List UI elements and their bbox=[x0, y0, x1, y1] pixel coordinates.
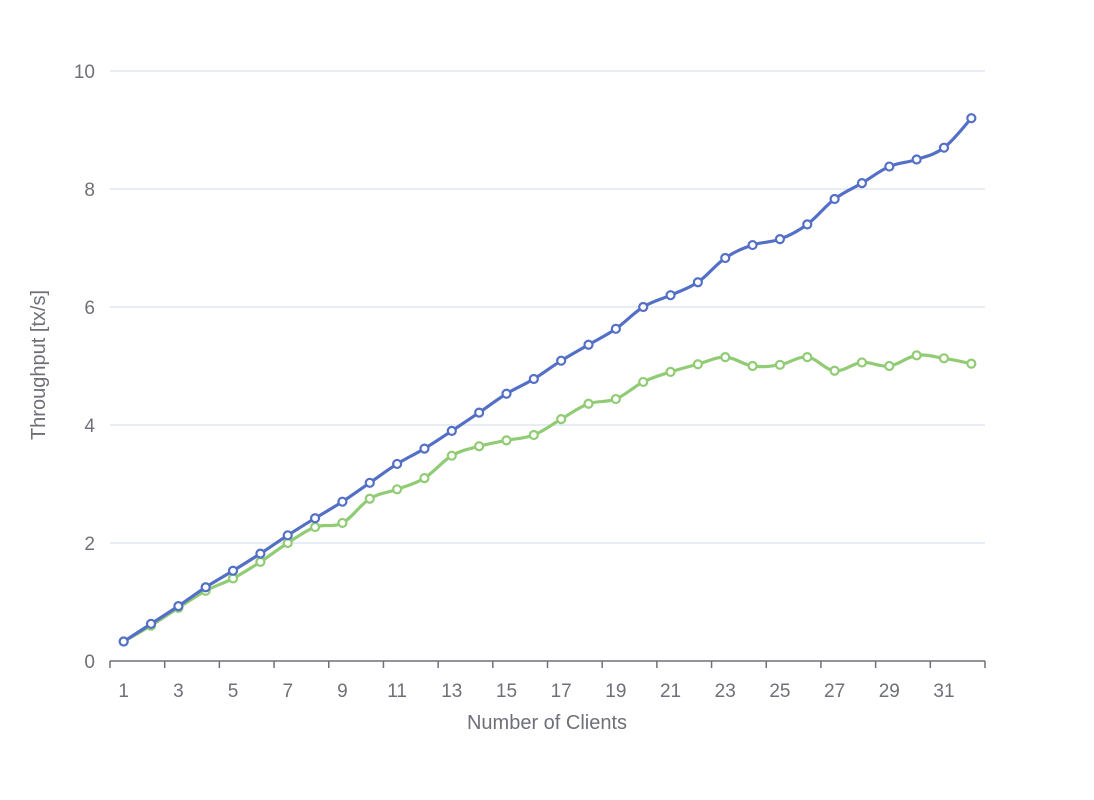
x-axis bbox=[109, 660, 986, 668]
series-1-point[interactable] bbox=[665, 290, 676, 301]
x-tick-label: 29 bbox=[879, 681, 900, 702]
series-2-point[interactable] bbox=[255, 556, 266, 567]
series-2-point[interactable] bbox=[364, 493, 375, 504]
series-1-point[interactable] bbox=[474, 407, 485, 418]
series-2-point[interactable] bbox=[720, 352, 731, 363]
series-2 bbox=[118, 350, 977, 647]
series-1-point[interactable] bbox=[145, 618, 157, 629]
series-1-point[interactable] bbox=[282, 530, 293, 541]
series-1-point[interactable] bbox=[774, 234, 786, 245]
series-2-point[interactable] bbox=[610, 393, 621, 405]
series-1-point[interactable] bbox=[309, 513, 321, 524]
x-axis-tick-labels: 1 3 5 7 9 11 13 15 17 19 21 23 25 27 29 31 bbox=[118, 681, 954, 702]
y-axis-tick-labels: 0 2 4 6 8 10 bbox=[74, 62, 96, 673]
series-2-point[interactable] bbox=[774, 359, 786, 370]
x-tick-label: 5 bbox=[228, 681, 239, 702]
x-tick-label: 1 bbox=[118, 681, 129, 702]
series-1-point[interactable] bbox=[966, 113, 977, 124]
y-tick-label: 8 bbox=[84, 180, 95, 201]
series-1-point[interactable] bbox=[802, 219, 813, 230]
series-1-point[interactable] bbox=[528, 373, 539, 385]
y-tick-label: 6 bbox=[84, 298, 95, 319]
series-1-point[interactable] bbox=[446, 425, 457, 436]
series-2-point[interactable] bbox=[938, 353, 950, 364]
y-tick-label: 10 bbox=[74, 62, 95, 83]
series-1-point[interactable] bbox=[118, 636, 129, 647]
y-axis-title: Throughput [tx/s] bbox=[28, 290, 50, 440]
x-tick-label: 13 bbox=[441, 681, 462, 702]
series-1-point[interactable] bbox=[501, 388, 512, 399]
series-2-point[interactable] bbox=[309, 521, 321, 533]
y-tick-label: 2 bbox=[84, 534, 95, 555]
series-2-point[interactable] bbox=[583, 398, 594, 409]
series-2-point[interactable] bbox=[802, 352, 813, 363]
series-1-point[interactable] bbox=[856, 178, 868, 189]
series-2-point[interactable] bbox=[474, 441, 485, 452]
x-tick-label: 7 bbox=[282, 681, 293, 702]
x-tick-label: 15 bbox=[496, 681, 517, 702]
x-tick-label: 23 bbox=[715, 681, 736, 702]
series-layer bbox=[118, 113, 977, 647]
series-1-point[interactable] bbox=[583, 339, 594, 350]
x-tick-label: 25 bbox=[769, 681, 790, 702]
series-1-point[interactable] bbox=[556, 355, 567, 366]
grid-lines bbox=[110, 70, 985, 544]
series-2-point[interactable] bbox=[337, 517, 348, 529]
x-tick-label: 11 bbox=[387, 681, 407, 702]
y-tick-label: 0 bbox=[84, 652, 95, 673]
series-2-line bbox=[122, 353, 973, 644]
x-tick-label: 31 bbox=[933, 681, 954, 702]
x-tick-label: 17 bbox=[551, 681, 572, 702]
series-2-point[interactable] bbox=[638, 376, 649, 388]
series-1-point[interactable] bbox=[638, 301, 649, 313]
series-1-point[interactable] bbox=[364, 477, 375, 488]
series-2-point[interactable] bbox=[419, 473, 430, 484]
series-1-point[interactable] bbox=[173, 601, 184, 612]
series-2-point[interactable] bbox=[747, 360, 758, 372]
series-1-point[interactable] bbox=[884, 161, 895, 172]
series-1-point[interactable] bbox=[200, 582, 211, 593]
series-1-point[interactable] bbox=[419, 443, 430, 454]
series-2-point[interactable] bbox=[501, 435, 512, 446]
series-1-point[interactable] bbox=[610, 323, 621, 334]
series-2-point[interactable] bbox=[392, 484, 403, 495]
series-1-point[interactable] bbox=[392, 458, 403, 470]
series-2-point[interactable] bbox=[966, 358, 977, 369]
series-1-point[interactable] bbox=[255, 548, 266, 559]
x-tick-label: 21 bbox=[660, 681, 681, 702]
x-tick-label: 9 bbox=[337, 681, 348, 702]
series-2-point[interactable] bbox=[829, 365, 840, 376]
series-2-point[interactable] bbox=[528, 429, 539, 441]
x-tick-label: 19 bbox=[605, 681, 626, 702]
series-2-point[interactable] bbox=[884, 360, 895, 372]
series-1-point[interactable] bbox=[720, 252, 731, 264]
series-1 bbox=[118, 113, 977, 647]
series-2-point[interactable] bbox=[911, 350, 922, 361]
series-1-point[interactable] bbox=[337, 496, 348, 507]
series-1-line bbox=[122, 116, 973, 644]
series-1-point[interactable] bbox=[829, 193, 840, 205]
series-1-point[interactable] bbox=[911, 154, 922, 165]
series-1-point[interactable] bbox=[227, 565, 239, 576]
series-2-point[interactable] bbox=[446, 450, 457, 461]
x-axis-title: Number of Clients bbox=[467, 712, 627, 734]
series-1-point[interactable] bbox=[692, 277, 703, 288]
series-2-point[interactable] bbox=[692, 359, 703, 370]
series-1-point[interactable] bbox=[938, 142, 950, 153]
series-1-point[interactable] bbox=[747, 239, 758, 251]
x-tick-label: 3 bbox=[173, 681, 184, 702]
x-tick-label: 27 bbox=[824, 681, 845, 702]
y-tick-label: 4 bbox=[84, 416, 95, 437]
series-2-point[interactable] bbox=[856, 357, 868, 368]
series-2-point[interactable] bbox=[665, 366, 676, 377]
series-2-point[interactable] bbox=[556, 414, 567, 425]
